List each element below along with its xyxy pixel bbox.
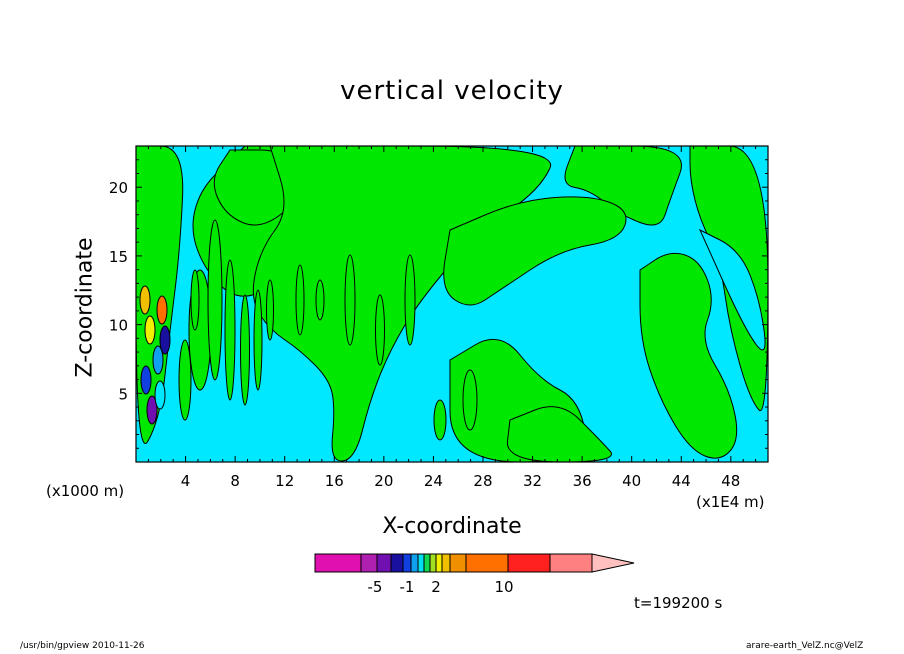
contour-streak [462,369,478,431]
colorbar-swatch [390,553,404,573]
colorbar-swatch [507,553,551,573]
contour-streak [266,279,274,341]
contour-streak [404,254,416,346]
contour-streak [433,399,447,441]
colorbar-swatch [376,553,392,573]
x-unit-note: (x1E4 m) [696,493,765,511]
colorbar-swatch [435,553,443,573]
x-tick-label: 4 [181,472,191,490]
colorbar-swatch [549,553,593,573]
y-axis-label: Z-coordinate [72,237,98,378]
y-unit-note: (x1000 m) [46,482,125,500]
x-tick-label: 32 [523,472,542,490]
x-tick-label: 12 [275,472,294,490]
x-tick-label: 16 [325,472,344,490]
chart-title: vertical velocity [340,76,564,106]
contour-streak [224,259,236,401]
footer-left: /usr/bin/gpview 2010-11-26 [20,641,145,651]
contour-positive-region [213,149,297,226]
x-tick-label: 20 [374,472,393,490]
colorbar-swatch [441,553,451,573]
colorbar-swatch [402,553,412,573]
colorbar-swatch [360,553,378,573]
footer-right: arare-earth_VelZ.nc@VelZ [746,641,864,651]
x-tick-label: 40 [622,472,641,490]
contour-positive-region [443,196,627,306]
y-tick-label: 15 [109,248,128,266]
y-tick-label: 20 [109,179,128,197]
contour-streak [178,339,192,421]
contour-cell [154,380,166,410]
colorbar-swatch [423,553,431,573]
colorbar-swatch [410,553,419,573]
x-tick-label: 24 [424,472,443,490]
colorbar-swatch [429,553,437,573]
x-tick-label: 44 [672,472,691,490]
contour-cell [140,365,152,395]
colorbar-tick-label: -1 [400,578,415,596]
time-label: t=199200 s [634,594,723,612]
contour-field [136,146,768,462]
colorbar-tick-label: -5 [368,578,383,596]
y-tick-label: 10 [109,317,128,335]
colorbar-tick-label: 2 [431,578,441,596]
contour-cell [156,295,168,325]
colorbar-swatch [449,553,467,573]
contour-cell [146,395,158,425]
contour-cell [152,345,164,375]
colorbar-tick-label: 10 [494,578,513,596]
contour-streak [240,294,250,406]
contour-streak [190,269,200,331]
contour-streak [375,294,385,366]
contour-streak [295,264,305,336]
contour-streak [344,254,356,346]
contour-streak [315,279,325,321]
x-axis-label: X-coordinate [382,514,522,539]
x-tick-label: 48 [721,472,740,490]
contour-negative-region [698,228,766,351]
y-tick-label: 5 [118,385,128,403]
x-tick-label: 28 [473,472,492,490]
colorbar-arrow [591,553,635,573]
contour-positive-region [506,406,612,462]
contour-streak [207,219,223,381]
colorbar-swatch [417,553,425,573]
x-tick-label: 8 [230,472,240,490]
contour-cell [139,285,151,315]
contour-streak [253,289,263,391]
colorbar-swatch [465,553,509,573]
plot-frame [135,145,769,463]
contour-positive-region [639,252,738,459]
x-tick-label: 36 [573,472,592,490]
contour-cell [144,315,156,345]
colorbar-swatch [314,553,362,573]
contour-cell [159,325,171,355]
